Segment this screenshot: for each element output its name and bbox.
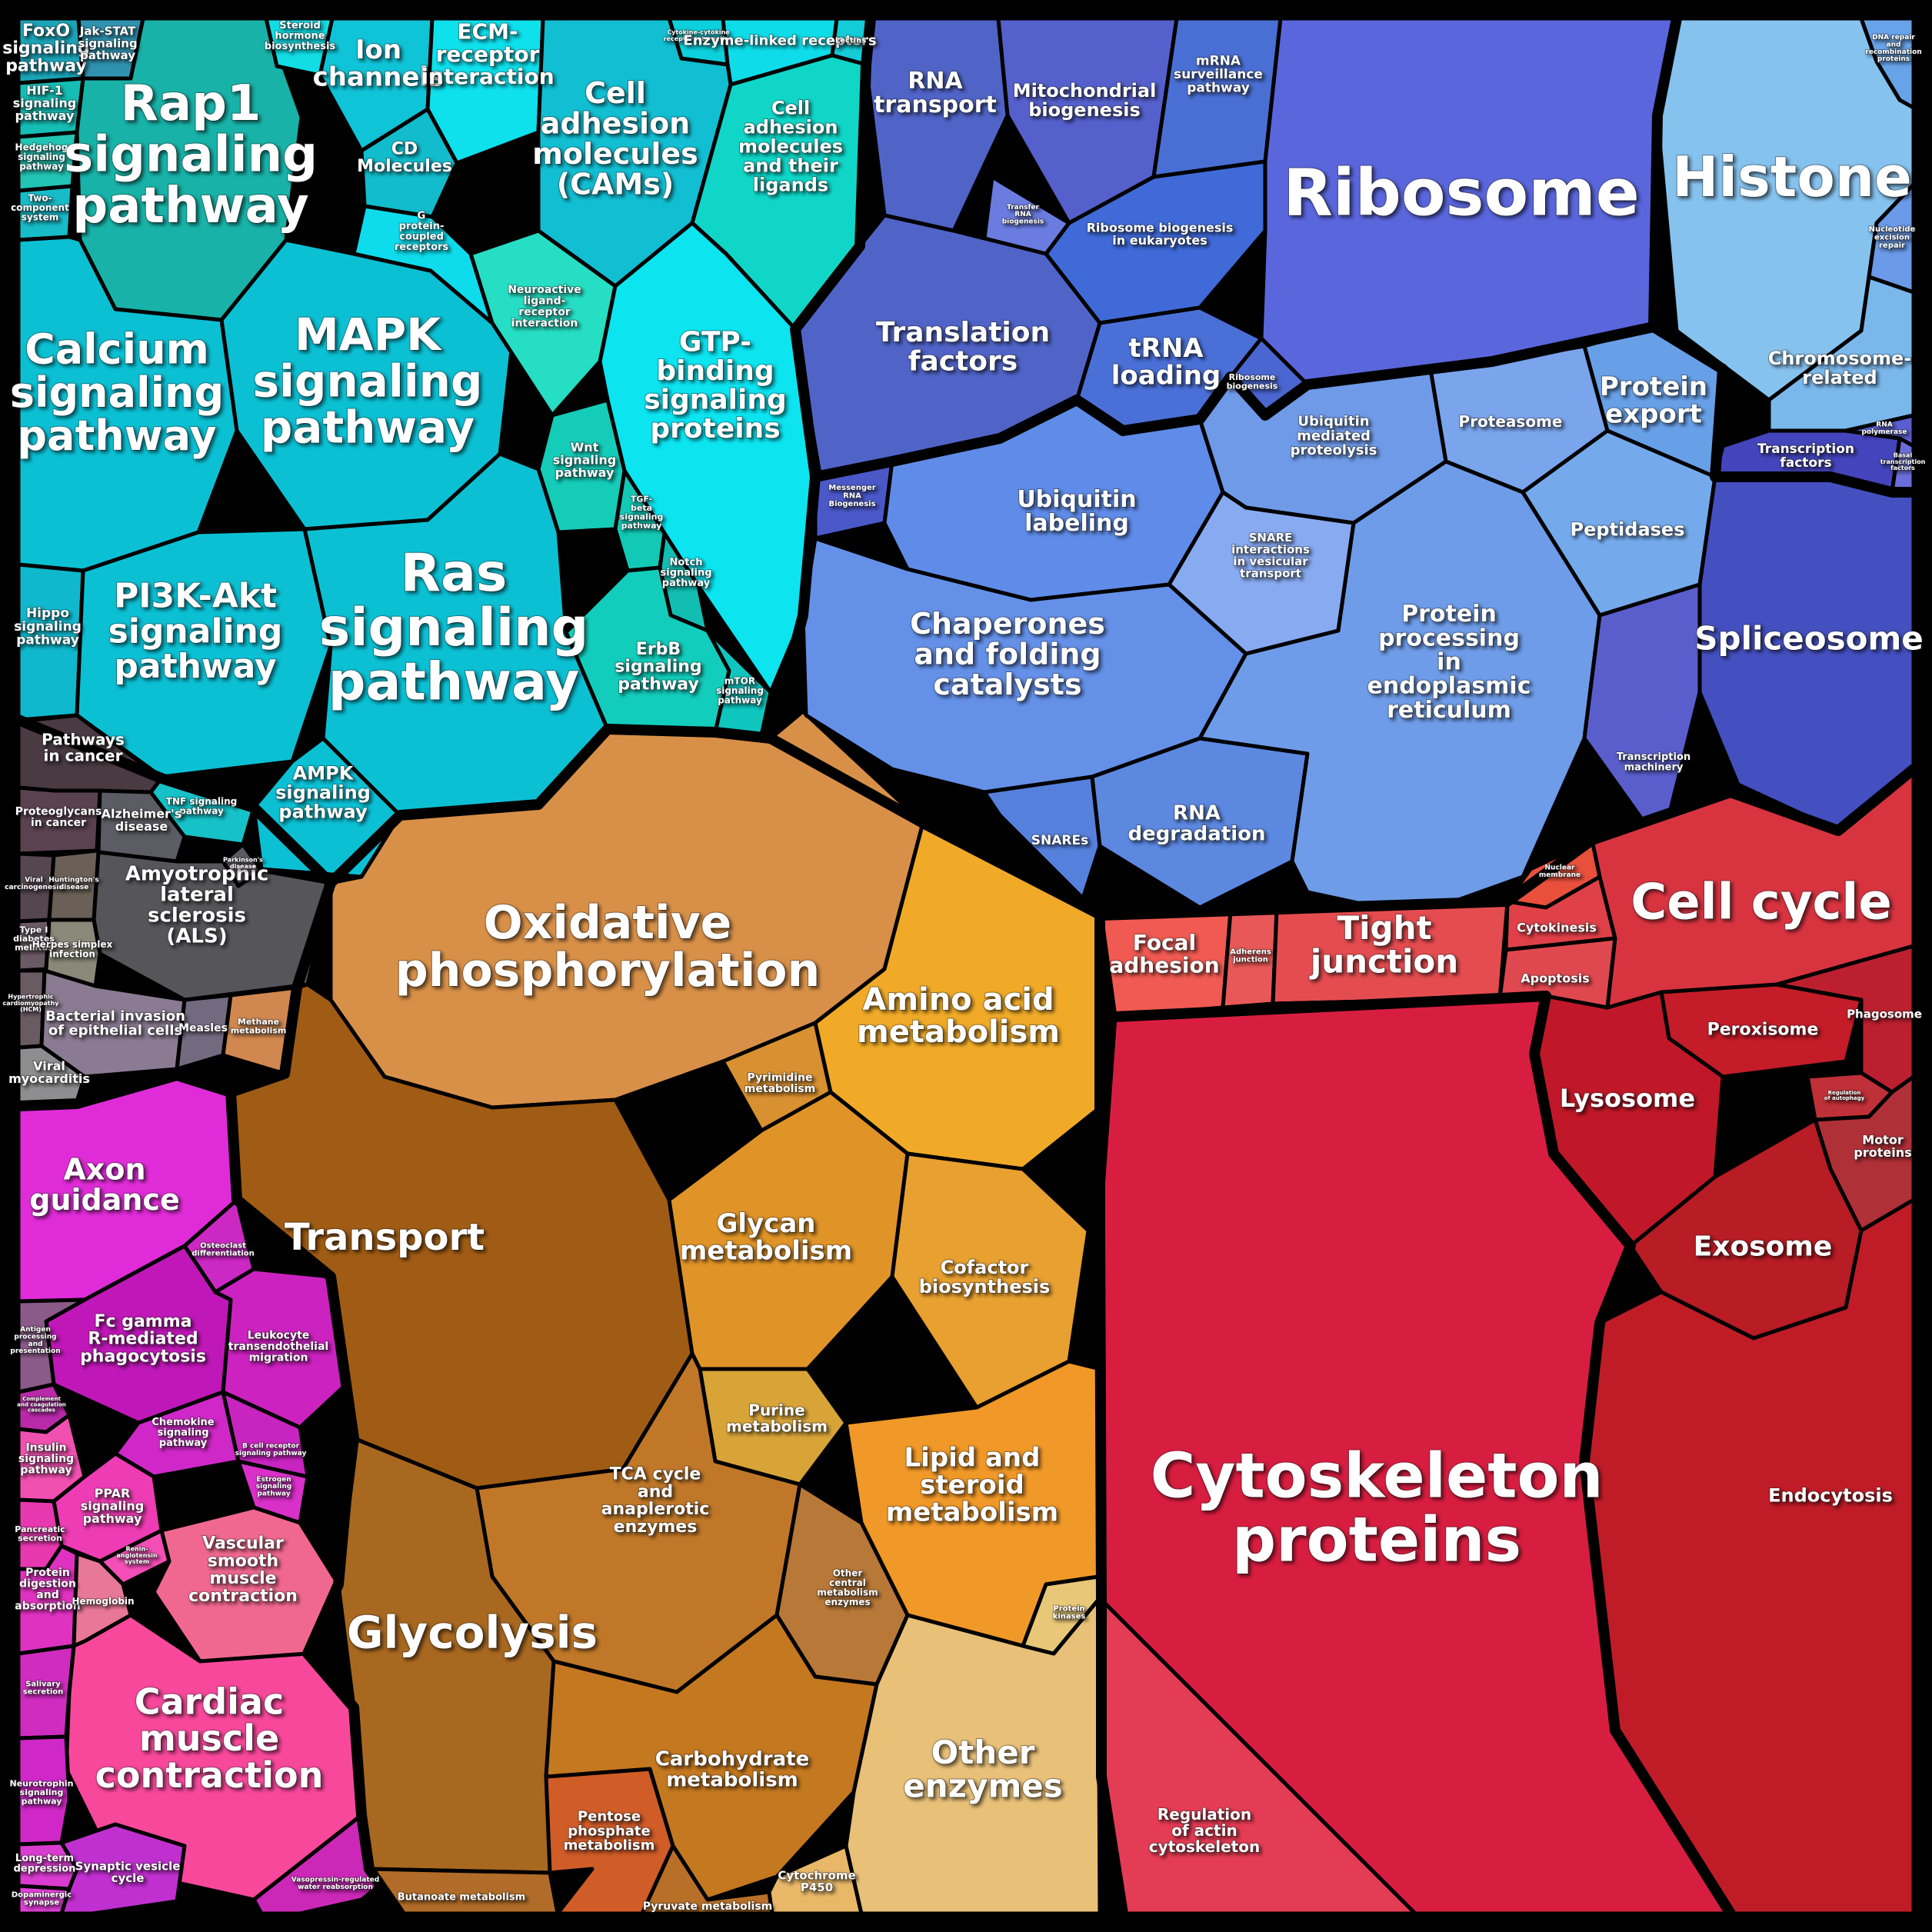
treemap-cell-pi3k-akt[interactable]: PI3K-Akt signaling pathway <box>75 527 333 779</box>
treemap-cell-cd-molecules[interactable]: CD Molecules <box>359 107 459 219</box>
treemap-cell-ribosome[interactable]: Ribosome <box>1259 16 1679 387</box>
group-boundary-10 <box>1648 13 1919 498</box>
treemap-cell-viral-myocarditis[interactable]: Viral myocarditis <box>16 1044 87 1107</box>
treemap-cell-snares[interactable]: SNAREs <box>982 774 1102 901</box>
treemap-cell-foxo[interactable]: FoxO signaling pathway <box>16 16 85 85</box>
group-boundary-5 <box>1110 991 1551 1022</box>
treemap-cell-cytochrome-p450[interactable]: Cytochrome P450 <box>767 1844 864 1916</box>
treemap-cell-hippo[interactable]: Hippo signaling pathway <box>16 562 85 722</box>
treemap-cell-neurotrophin[interactable]: Neurotrophin signaling pathway <box>16 1734 72 1847</box>
group-boundary-9 <box>1094 906 1128 1919</box>
treemap-cell-hif1[interactable]: HIF-1 signaling pathway <box>16 76 85 139</box>
treemap-cell-mrna-surveillance[interactable]: mRNA surveillance pathway <box>1151 16 1283 179</box>
treemap-cell-pyruvate[interactable]: Pyruvate metabolism <box>640 1844 774 1916</box>
treemap-cell-tight-junction[interactable]: Tight junction <box>1271 899 1510 1006</box>
treemap-cell-gtp-binding[interactable]: GTP-binding signaling proteins <box>598 221 818 695</box>
treemap-cell-proteoglycans[interactable]: Proteoglycans in cancer <box>16 785 102 856</box>
group-boundary-1 <box>810 321 1659 482</box>
treemap-cell-huntingtons[interactable]: Huntington's disease <box>47 848 101 922</box>
treemap-cell-synaptic-vesicle[interactable]: Synaptic vesicle cycle <box>59 1822 187 1916</box>
treemap-cell-focal-adhesion[interactable]: Focal adhesion <box>1099 909 1233 1019</box>
treemap-cell-leukocyte[interactable]: Leukocyte transendothelial migration <box>213 1267 348 1430</box>
treemap-cell-carbohydrate[interactable]: Carbohydrate metabolism <box>544 1613 879 1902</box>
treemap-cell-two-component[interactable]: Two-component system <box>16 184 75 242</box>
treemap-cell-chemokine[interactable]: Chemokine signaling pathway <box>113 1390 241 1479</box>
group-boundary-6 <box>13 715 336 888</box>
group-boundary-0 <box>765 13 876 744</box>
group-boundary-11 <box>1529 991 1736 1919</box>
treemap-cell-hedgehog[interactable]: Hedgehog signaling pathway <box>16 130 79 193</box>
treemap-cell-transcription-machinery[interactable]: Transcription machinery <box>1582 582 1702 848</box>
treemap-cell-parkinsons[interactable]: Parkinson's disease <box>221 842 264 888</box>
treemap-cell-adherens-junction[interactable]: Adherens junction <box>1221 908 1279 1010</box>
treemap-cell-ecm-receptor[interactable]: ECM-receptor interaction <box>425 16 545 165</box>
group-boundary-8 <box>225 1087 405 1919</box>
treemap-cell-dna-repair-recombination[interactable]: DNA repair and recombination proteins <box>1859 16 1916 110</box>
treemap-cell-antigen-processing[interactable]: Antigen processing and presentation <box>16 1297 87 1394</box>
group-boundary-3 <box>765 733 1107 921</box>
treemap-cell-salivary-secretion[interactable]: Salivary secretion <box>16 1644 76 1740</box>
group-boundary-4 <box>1096 764 1919 921</box>
treemap-cell-alzheimers[interactable]: Alzheimer's disease <box>96 788 187 864</box>
group-boundary-2 <box>325 724 776 888</box>
treemap-cell-protein-processing-er[interactable]: Protein processing in endoplasmic reticu… <box>1198 459 1602 918</box>
